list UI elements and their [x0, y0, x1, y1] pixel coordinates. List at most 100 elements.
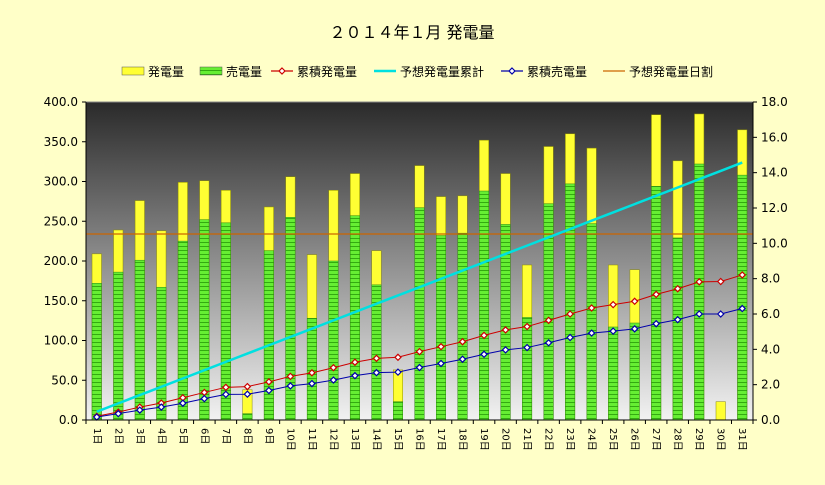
x-tick-label: 27日: [650, 428, 661, 451]
point-cum-sold: [157, 403, 166, 411]
point-cum-sold: [738, 304, 747, 313]
bar-sold: [608, 326, 619, 421]
x-tick-label: 30日: [715, 428, 726, 451]
y-tick-label-right: 14.0: [761, 166, 788, 180]
bar-sold: [349, 215, 360, 421]
point-cum-sold: [501, 346, 510, 354]
point-cum-sold: [716, 310, 725, 318]
point-cum-generation: [544, 316, 553, 325]
bar-sold: [328, 260, 339, 421]
x-tick-label: 14日: [370, 428, 381, 451]
chart-title: ２０１４年１月 発電量: [329, 23, 494, 42]
y-tick-label-left: 350.0: [44, 135, 78, 149]
bar-generation: [715, 401, 726, 421]
point-cum-sold: [351, 371, 359, 380]
point-cum-generation: [222, 383, 230, 392]
x-tick-label: 6日: [198, 428, 209, 444]
point-cum-generation: [673, 284, 682, 293]
y-tick-label-left: 250.0: [44, 214, 78, 228]
point-cum-sold: [135, 406, 144, 414]
bar-sold: [629, 322, 640, 421]
bar-sold: [436, 235, 446, 421]
legend-2-marker: [278, 67, 286, 75]
bar-sold: [651, 186, 662, 421]
axes-layer: 0.0 50.0 100.0 150.0 200.0 250.0 300.0 350.0 400…: [44, 95, 788, 451]
x-tick-label: 10日: [284, 428, 295, 451]
bar-sold: [242, 413, 253, 421]
point-cum-generation: [609, 300, 617, 309]
x-tick-label: 26日: [629, 428, 640, 451]
bar-sold: [694, 163, 705, 421]
x-tick-label: 25日: [607, 428, 618, 451]
y-tick-label-left: 200.0: [44, 254, 78, 268]
y-tick-label-right: 16.0: [761, 130, 788, 144]
point-cum-sold: [587, 329, 596, 337]
line-forecast-cumulative: [96, 161, 743, 413]
legend-0-swatch: [121, 66, 145, 76]
bar-sold: [393, 401, 403, 421]
point-cum-generation: [265, 377, 273, 386]
bar-sold: [91, 283, 102, 421]
bar-sold: [737, 174, 748, 421]
y-tick-label-right: 10.0: [761, 236, 788, 250]
x-tick-label: 23日: [564, 428, 575, 451]
bar-sold: [177, 240, 188, 421]
point-cum-sold: [695, 310, 704, 318]
x-tick-label: 20日: [500, 428, 511, 451]
y-tick-label-right: 6.0: [761, 307, 780, 321]
x-tick-label: 16日: [414, 428, 425, 451]
x-tick-label: 19日: [478, 428, 489, 451]
legend-3-label: 予想発電量累計: [400, 64, 484, 79]
point-cum-sold: [523, 343, 531, 352]
point-cum-generation: [286, 372, 295, 381]
x-tick-label: 31日: [736, 428, 747, 451]
y-tick-label-left: 100.0: [44, 334, 78, 348]
y-tick-label-left: 50.0: [51, 373, 78, 387]
point-cum-sold: [609, 327, 617, 335]
bar-sold: [672, 237, 683, 421]
point-cum-generation: [415, 347, 424, 356]
point-cum-generation: [630, 297, 639, 306]
y-tick-label-left: 400.0: [44, 95, 78, 109]
point-cum-sold: [652, 319, 661, 328]
point-cum-sold: [437, 359, 445, 368]
bar-sold: [414, 207, 425, 421]
legend-4-label: 累積売電量: [527, 64, 587, 79]
y-tick-label-right: 4.0: [761, 342, 780, 356]
point-cum-sold: [372, 368, 381, 377]
x-tick-label: 22日: [543, 428, 554, 451]
y-tick-label-right: 12.0: [761, 201, 788, 215]
point-cum-sold: [329, 376, 338, 384]
legend-1-swatch: [199, 66, 223, 76]
x-tick-label: 28日: [672, 428, 683, 451]
x-tick-label: 17日: [435, 428, 446, 451]
x-tick-label: 29日: [693, 428, 704, 451]
bars-layer: [91, 113, 748, 421]
bar-sold: [113, 271, 124, 421]
point-cum-sold: [480, 350, 488, 359]
point-cum-generation: [738, 271, 747, 279]
point-cum-sold: [673, 315, 682, 324]
point-cum-sold: [114, 409, 123, 418]
point-cum-sold: [200, 394, 209, 403]
point-cum-generation: [587, 304, 596, 312]
point-cum-generation: [480, 331, 488, 340]
point-cum-generation: [695, 277, 704, 286]
legend: 発電量 売電量 累積発電量 予想発電量累計 累積売電量 予想発電量日割: [121, 64, 713, 79]
x-tick-label: 4日: [155, 428, 166, 444]
point-cum-sold: [566, 333, 574, 342]
y-tick-label-left: 0.0: [59, 413, 78, 427]
point-cum-sold: [544, 338, 553, 347]
x-tick-label: 5日: [177, 428, 188, 444]
x-tick-label: 3日: [134, 428, 145, 444]
legend-0-label: 発電量: [148, 65, 184, 79]
legend-5-label: 予想発電量日割: [629, 64, 713, 79]
point-cum-sold: [630, 324, 639, 333]
point-cum-sold: [394, 368, 402, 376]
x-tick-label: 7日: [220, 428, 231, 444]
y-tick-label-right: 18.0: [761, 95, 788, 109]
point-cum-sold: [286, 382, 295, 390]
x-tick-label: 11日: [306, 428, 317, 451]
